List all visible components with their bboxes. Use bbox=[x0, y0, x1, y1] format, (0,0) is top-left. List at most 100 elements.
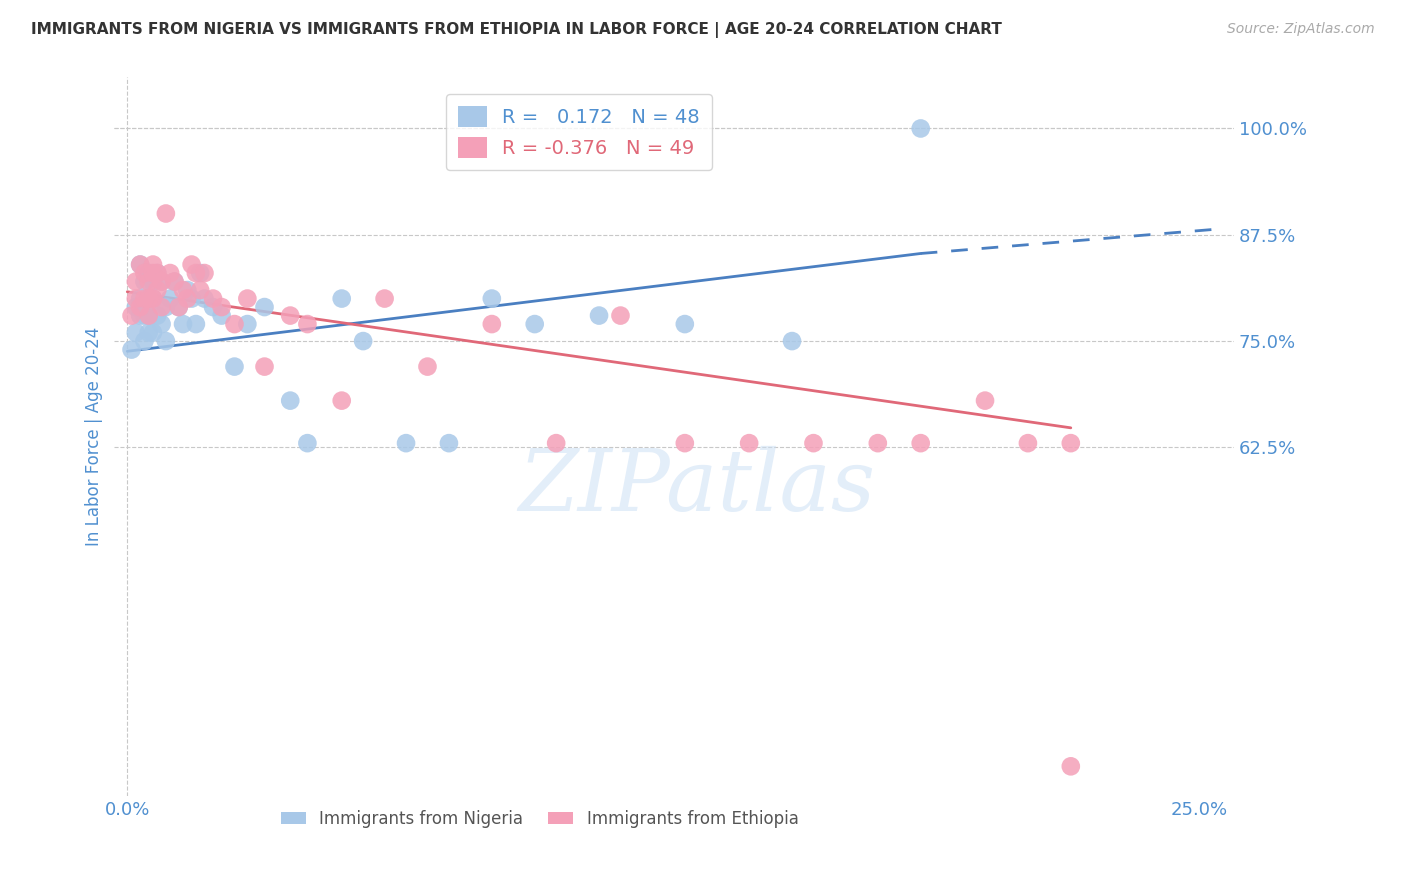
Point bbox=[395, 436, 418, 450]
Point bbox=[188, 266, 211, 280]
Point bbox=[211, 309, 233, 323]
Point bbox=[481, 292, 503, 306]
Point bbox=[1060, 759, 1083, 773]
Point bbox=[138, 266, 160, 280]
Point bbox=[180, 292, 202, 306]
Point bbox=[253, 359, 276, 374]
Point bbox=[142, 326, 165, 340]
Point bbox=[163, 275, 186, 289]
Point bbox=[176, 283, 198, 297]
Point bbox=[155, 300, 177, 314]
Text: ZIPatlas: ZIPatlas bbox=[517, 446, 875, 528]
Point bbox=[134, 334, 156, 348]
Point bbox=[236, 292, 259, 306]
Point bbox=[803, 436, 825, 450]
Point bbox=[184, 317, 207, 331]
Point bbox=[481, 317, 503, 331]
Point bbox=[146, 309, 169, 323]
Legend: Immigrants from Nigeria, Immigrants from Ethiopia: Immigrants from Nigeria, Immigrants from… bbox=[274, 803, 806, 835]
Point bbox=[134, 309, 156, 323]
Point bbox=[176, 292, 198, 306]
Point bbox=[673, 317, 696, 331]
Point bbox=[134, 266, 156, 280]
Point bbox=[167, 300, 190, 314]
Point bbox=[523, 317, 546, 331]
Point bbox=[129, 292, 152, 306]
Point bbox=[224, 317, 246, 331]
Point bbox=[134, 292, 156, 306]
Point bbox=[202, 292, 225, 306]
Point bbox=[1060, 436, 1083, 450]
Point bbox=[278, 309, 301, 323]
Point bbox=[121, 309, 143, 323]
Point bbox=[142, 258, 165, 272]
Point bbox=[172, 283, 194, 297]
Point bbox=[180, 258, 202, 272]
Point bbox=[224, 359, 246, 374]
Point bbox=[146, 283, 169, 297]
Point bbox=[150, 317, 173, 331]
Point bbox=[125, 300, 148, 314]
Point bbox=[142, 266, 165, 280]
Point bbox=[129, 258, 152, 272]
Point bbox=[163, 275, 186, 289]
Point bbox=[330, 393, 353, 408]
Point bbox=[278, 393, 301, 408]
Point bbox=[416, 359, 439, 374]
Point bbox=[211, 300, 233, 314]
Point bbox=[138, 292, 160, 306]
Point bbox=[866, 436, 889, 450]
Point bbox=[150, 275, 173, 289]
Point bbox=[121, 343, 143, 357]
Point bbox=[609, 309, 631, 323]
Point bbox=[184, 266, 207, 280]
Point bbox=[155, 334, 177, 348]
Point bbox=[159, 292, 181, 306]
Point bbox=[159, 266, 181, 280]
Point bbox=[780, 334, 803, 348]
Point bbox=[146, 266, 169, 280]
Point bbox=[150, 300, 173, 314]
Point bbox=[297, 317, 319, 331]
Point bbox=[910, 121, 932, 136]
Point bbox=[125, 326, 148, 340]
Point bbox=[125, 275, 148, 289]
Point bbox=[253, 300, 276, 314]
Point bbox=[437, 436, 460, 450]
Point bbox=[297, 436, 319, 450]
Point bbox=[374, 292, 396, 306]
Point bbox=[1017, 436, 1039, 450]
Point bbox=[146, 266, 169, 280]
Point bbox=[202, 300, 225, 314]
Point bbox=[188, 283, 211, 297]
Point bbox=[150, 275, 173, 289]
Point bbox=[172, 317, 194, 331]
Point bbox=[138, 275, 160, 289]
Point bbox=[134, 275, 156, 289]
Point bbox=[142, 292, 165, 306]
Y-axis label: In Labor Force | Age 20-24: In Labor Force | Age 20-24 bbox=[86, 327, 103, 547]
Point bbox=[138, 309, 160, 323]
Point bbox=[546, 436, 568, 450]
Point bbox=[167, 300, 190, 314]
Point bbox=[129, 258, 152, 272]
Point bbox=[330, 292, 353, 306]
Point bbox=[673, 436, 696, 450]
Point bbox=[738, 436, 761, 450]
Point bbox=[138, 292, 160, 306]
Point bbox=[142, 292, 165, 306]
Point bbox=[193, 292, 215, 306]
Text: IMMIGRANTS FROM NIGERIA VS IMMIGRANTS FROM ETHIOPIA IN LABOR FORCE | AGE 20-24 C: IMMIGRANTS FROM NIGERIA VS IMMIGRANTS FR… bbox=[31, 22, 1002, 38]
Point bbox=[129, 300, 152, 314]
Point bbox=[142, 275, 165, 289]
Point bbox=[129, 309, 152, 323]
Text: Source: ZipAtlas.com: Source: ZipAtlas.com bbox=[1227, 22, 1375, 37]
Point bbox=[974, 393, 997, 408]
Point bbox=[236, 317, 259, 331]
Point bbox=[352, 334, 374, 348]
Point bbox=[155, 206, 177, 220]
Point bbox=[138, 309, 160, 323]
Point bbox=[588, 309, 610, 323]
Point bbox=[910, 436, 932, 450]
Point bbox=[138, 326, 160, 340]
